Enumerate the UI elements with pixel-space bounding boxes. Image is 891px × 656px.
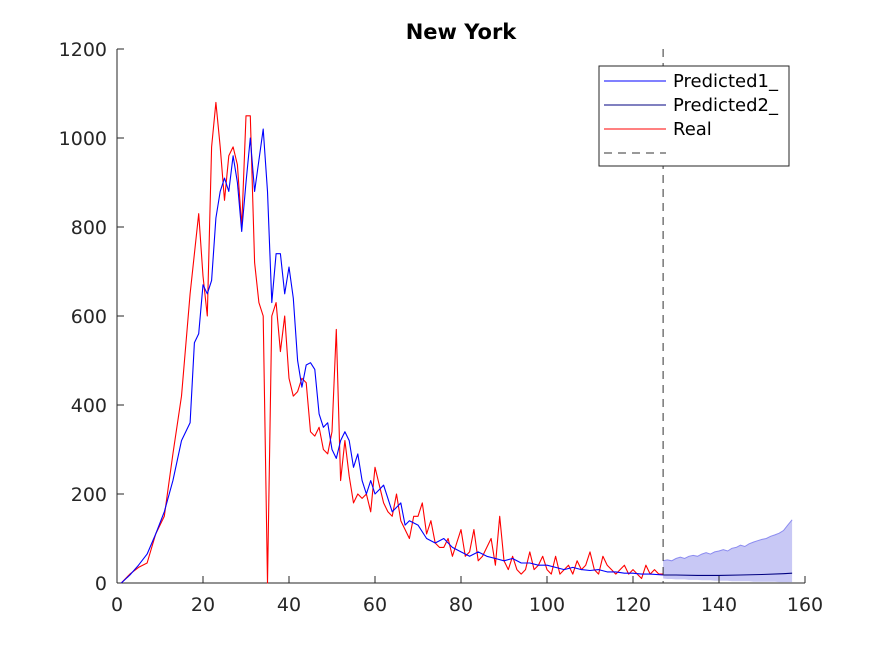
series-line-real	[120, 101, 664, 584]
y-tick-label: 800	[71, 217, 107, 239]
prediction-band	[663, 519, 793, 583]
y-tick-label: 0	[95, 573, 107, 595]
x-tick-label: 0	[111, 594, 123, 616]
x-tick-label: 140	[701, 594, 737, 616]
plot-area: 0 20 40 60 80 100 120 140 160 0 200 400 600 800 1000 12…	[59, 39, 823, 616]
series-line-predicted1	[120, 128, 664, 584]
prediction-band-upper-edge	[662, 519, 793, 562]
series-line-predicted2	[663, 572, 793, 576]
x-tick-label: 40	[277, 594, 301, 616]
x-tick-label: 60	[363, 594, 387, 616]
y-tick-label: 1000	[59, 128, 107, 150]
chart-title: New York	[406, 20, 518, 44]
legend: Predicted1_ Predicted2_ Real	[598, 65, 790, 167]
x-tick-label: 80	[449, 594, 473, 616]
x-tick-label: 160	[787, 594, 823, 616]
legend-box	[598, 65, 790, 167]
x-tick-label: 20	[191, 594, 215, 616]
legend-label-predicted1: Predicted1_	[673, 71, 779, 92]
y-tick-label: 200	[71, 484, 107, 506]
legend-label-predicted2: Predicted2_	[673, 95, 779, 116]
y-tick-label: 400	[71, 395, 107, 417]
legend-label-real: Real	[673, 119, 712, 140]
y-tick-label: 600	[71, 306, 107, 328]
x-tick-label: 120	[615, 594, 651, 616]
y-tick-label: 1200	[59, 39, 107, 61]
x-tick-label: 100	[529, 594, 565, 616]
